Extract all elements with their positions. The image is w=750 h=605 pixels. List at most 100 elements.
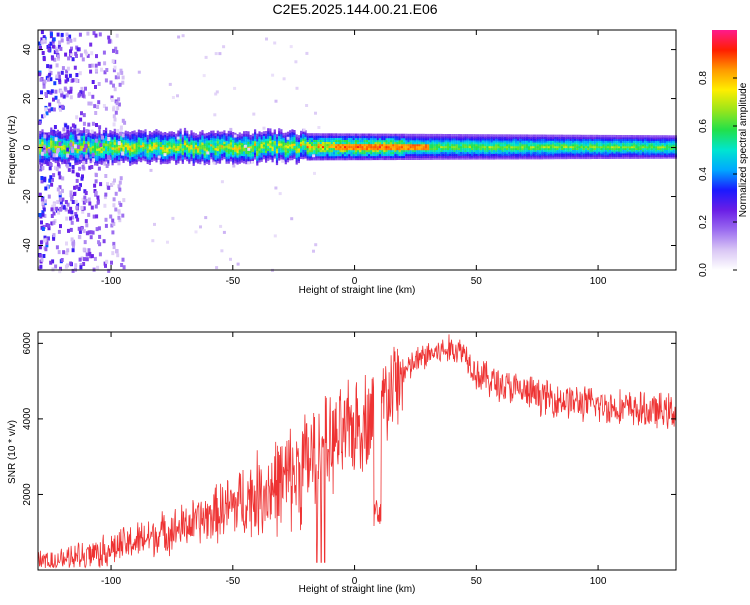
spectrogram-band-cell	[350, 143, 353, 147]
spectrogram-band-cell	[357, 139, 360, 143]
spectrogram-band-cell	[144, 155, 147, 159]
spectrogram-band-cell	[392, 147, 395, 151]
spectrogram-band-cell	[164, 144, 167, 148]
spectrogram-noise-cell	[80, 176, 84, 181]
spectrogram-band-cell	[668, 140, 671, 143]
spectrogram-band-cell	[332, 133, 336, 136]
spectrogram-band-cell	[341, 149, 344, 153]
spectrogram-band-cell	[354, 145, 357, 149]
spectrogram-noise-cell	[111, 218, 115, 223]
spectrogram-band-cell	[172, 147, 176, 150]
spectrogram-band-cell	[672, 147, 675, 150]
spectrogram-band-cell	[569, 142, 572, 145]
spectrogram-band-cell	[411, 139, 414, 143]
spectrogram-noise-cell	[103, 261, 107, 266]
spectrogram-noise-cell	[103, 195, 107, 200]
spectrogram-noise-cell	[48, 102, 52, 107]
spectrogram-band-cell	[297, 152, 300, 155]
spectrogram-noise-cell	[67, 209, 71, 214]
spectrogram-band-cell	[170, 135, 173, 139]
spectrogram-band-cell	[578, 151, 581, 154]
spectrogram-band-cell	[332, 135, 336, 138]
spectrogram-band-cell	[251, 158, 254, 161]
spectrogram-band-cell	[260, 134, 263, 138]
spectrogram-band-cell	[635, 140, 638, 143]
spectrogram-band-cell	[466, 137, 469, 141]
spectrogram-band-cell	[157, 139, 160, 143]
spectrogram-band-cell	[668, 156, 671, 159]
spectrogram-noise-cell	[51, 39, 55, 44]
spectrogram-band-cell	[175, 152, 178, 156]
spectrogram-band-cell	[628, 156, 631, 159]
spectrogram-band-cell	[326, 141, 329, 144]
spectrogram-band-cell	[302, 144, 305, 148]
spectrogram-noise-cell	[57, 56, 60, 61]
spectrogram-band-cell	[131, 131, 134, 135]
spectrogram-band-cell	[216, 160, 219, 164]
spectrogram-band-cell	[466, 145, 469, 149]
spectrogram-band-cell	[352, 133, 355, 136]
spectrogram-band-cell	[58, 140, 62, 144]
spectrogram-band-cell	[311, 133, 314, 136]
spectrogram-band-cell	[311, 137, 314, 140]
spectrogram-band-cell	[278, 147, 281, 151]
spectrogram-band-cell	[256, 162, 259, 166]
spectrogram-band-cell	[576, 142, 579, 145]
spectrogram-band-cell	[96, 160, 99, 164]
spectrogram-band-cell	[332, 151, 336, 155]
spectrogram-band-cell	[89, 139, 92, 143]
spectrogram-noise-cell	[85, 223, 89, 228]
spectrogram-band-cell	[517, 143, 520, 147]
spectrogram-band-cell	[418, 149, 421, 153]
spectrogram-band-cell	[407, 135, 410, 139]
spectrogram-noise-cell	[112, 48, 115, 53]
spectrogram-noise-cell	[59, 107, 62, 112]
spectrogram-band-cell	[330, 155, 333, 159]
spectrogram-noise-cell	[111, 59, 115, 64]
spectrogram-band-cell	[201, 158, 204, 162]
spectrogram-band-cell	[48, 132, 51, 136]
spectrogram-band-cell	[635, 138, 638, 141]
spectrogram-band-cell	[218, 158, 222, 162]
spectrogram-band-cell	[444, 143, 447, 147]
spectrogram-band-cell	[620, 152, 623, 156]
spectrogram-band-cell	[94, 136, 97, 140]
spectrogram-band-cell	[558, 143, 561, 147]
spectrogram-noise-cell	[89, 254, 93, 259]
spectrogram-band-cell	[554, 143, 557, 147]
spectrogram-band-cell	[76, 143, 79, 147]
spectrogram-band-cell	[424, 157, 428, 160]
spectrogram-band-cell	[376, 153, 379, 157]
spectrogram-band-cell	[343, 151, 347, 155]
spectrogram-band-cell	[359, 147, 362, 151]
spectrogram-noise-cell	[82, 121, 86, 126]
spectrogram-band-cell	[315, 139, 318, 142]
spectrogram-noise-cell	[84, 144, 88, 149]
spectrogram-band-cell	[668, 147, 671, 150]
spectrogram-band-cell	[659, 154, 662, 157]
spectrogram-band-cell	[578, 138, 581, 141]
spectrogram-band-cell	[365, 143, 368, 147]
spectrogram-band-cell	[368, 135, 371, 139]
spectrogram-band-cell	[403, 137, 406, 141]
spectrogram-noise-cell	[68, 34, 72, 39]
spectrogram-band-cell	[199, 153, 202, 157]
spectrogram-band-cell	[499, 149, 502, 152]
spectrogram-band-cell	[530, 140, 533, 143]
spectrogram-band-cell	[440, 135, 443, 139]
spectrogram-noise-cell	[222, 45, 226, 49]
spectrogram-band-cell	[576, 156, 579, 160]
spectrogram-band-cell	[282, 135, 285, 138]
spectrogram-band-cell	[506, 149, 509, 152]
spectrogram-band-cell	[194, 150, 197, 154]
spectrogram-band-cell	[256, 148, 259, 152]
spectrogram-noise-cell	[53, 50, 57, 55]
spectrogram-band-cell	[435, 143, 439, 147]
spectrogram-noise-cell	[95, 214, 99, 219]
spectrogram-band-cell	[471, 153, 474, 156]
spectrogram-noise-cell	[66, 129, 70, 134]
spectrogram-band-cell	[260, 154, 263, 158]
spectrogram-band-cell	[295, 141, 298, 145]
spectrogram-noise-cell	[79, 53, 83, 58]
spectrogram-band-cell	[197, 156, 200, 160]
